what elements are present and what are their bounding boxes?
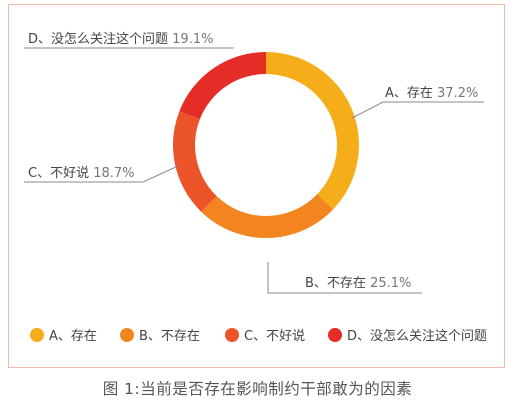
slice-label-c: C、不好说 18.7%	[28, 166, 135, 181]
slice-label-text-c: C、不好说	[28, 166, 93, 181]
legend-swatch-a	[30, 328, 44, 342]
legend-item-a: A、存在	[30, 328, 97, 344]
donut-slice-a	[266, 52, 360, 210]
legend-swatch-c	[225, 328, 239, 342]
legend-swatch-d	[328, 328, 342, 342]
legend-item-b: B、不存在	[120, 328, 200, 344]
legend: A、存在 B、不存在 C、不好说 D、没怎么关注这个问题	[30, 328, 487, 344]
slice-value-d: 19.1%	[172, 32, 213, 47]
slice-value-b: 25.1%	[370, 276, 411, 291]
slice-label-text-a: A、存在	[385, 86, 437, 101]
slice-value-c: 18.7%	[93, 166, 134, 181]
legend-label-b: B、不存在	[139, 329, 200, 344]
leader-line-a	[351, 101, 484, 119]
slice-label-text-d: D、没怎么关注这个问题	[28, 31, 172, 47]
donut-slices	[172, 52, 360, 239]
leader-line-b	[267, 262, 422, 294]
legend-label-c: C、不好说	[244, 329, 305, 344]
slice-labels: A、存在 37.2% B、不存在 25.1% C、不好说 18.7% D、没怎么关注这…	[28, 31, 478, 291]
leader-lines	[24, 47, 484, 294]
legend-item-d: D、没怎么关注这个问题	[328, 328, 487, 344]
slice-label-a: A、存在 37.2%	[385, 86, 478, 101]
donut-slice-b	[201, 194, 334, 239]
donut-slice-d	[179, 52, 266, 120]
slice-value-a: 37.2%	[437, 86, 478, 101]
legend-item-c: C、不好说	[225, 328, 305, 344]
slice-label-text-b: B、不存在	[305, 276, 370, 291]
figure-caption: 图 1:当前是否存在影响制约干部敢为的因素	[102, 380, 413, 398]
leader-line-c	[24, 165, 179, 183]
legend-swatch-b	[120, 328, 134, 342]
slice-label-d: D、没怎么关注这个问题 19.1%	[28, 31, 213, 47]
legend-label-d: D、没怎么关注这个问题	[347, 328, 487, 344]
donut-slice-c	[172, 111, 217, 212]
legend-label-a: A、存在	[49, 329, 97, 344]
slice-label-b: B、不存在 25.1%	[305, 276, 411, 291]
